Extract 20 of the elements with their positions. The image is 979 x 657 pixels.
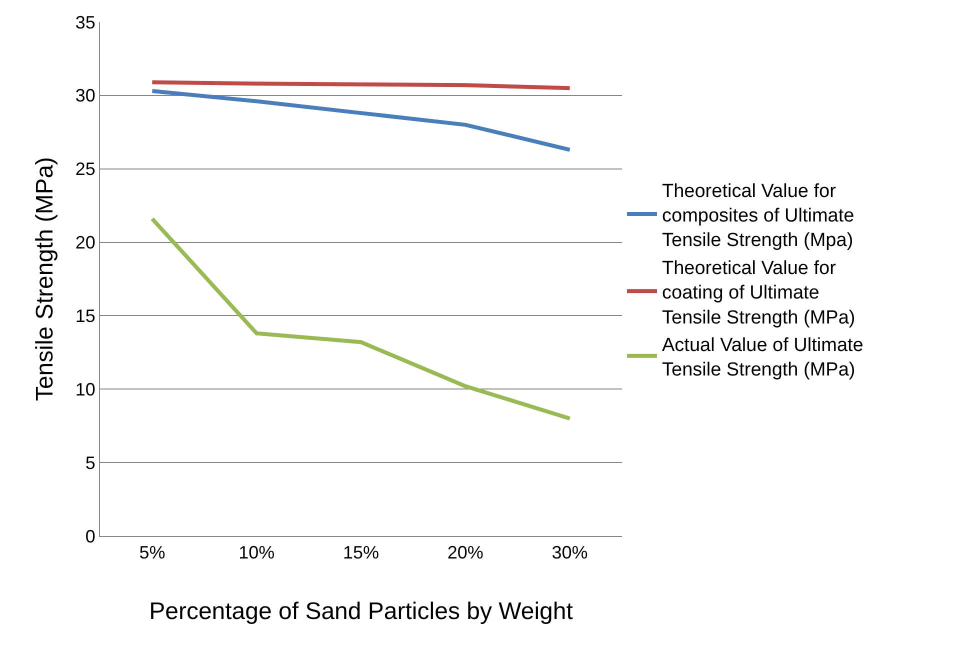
x-tick-label: 15% bbox=[342, 542, 380, 563]
x-tick-label: 30% bbox=[552, 542, 588, 563]
y-tick-label: 35 bbox=[75, 12, 96, 32]
y-tick-label: 5 bbox=[85, 452, 96, 473]
x-axis-title: Percentage of Sand Particles by Weight bbox=[149, 598, 574, 625]
line-series bbox=[150, 89, 572, 152]
y-tick-label: 30 bbox=[75, 86, 96, 106]
y-tick-label: 10 bbox=[75, 379, 96, 400]
y-axis-title: Tensile Strength (MPa) bbox=[31, 156, 58, 402]
legend-label: Actual Value of Ultimate Tensile Strength (MPa) bbox=[662, 334, 864, 381]
legend-label: Theoretical Value for composites of Ultimate Tensile Strength (Mpa) bbox=[662, 180, 854, 252]
line-series bbox=[150, 216, 572, 421]
y-tick-label: 25 bbox=[75, 159, 96, 180]
x-tick-label: 5% bbox=[139, 542, 166, 563]
y-tick-label: 20 bbox=[75, 232, 96, 253]
legend-label: Theoretical Value for coating of Ultimate Tensile Strength (MPa) bbox=[662, 258, 856, 328]
y-tick-label: 0 bbox=[85, 526, 96, 546]
x-tick-label: 10% bbox=[238, 542, 275, 563]
x-tick-label: 20% bbox=[447, 542, 484, 563]
y-tick-label: 15 bbox=[75, 306, 96, 326]
